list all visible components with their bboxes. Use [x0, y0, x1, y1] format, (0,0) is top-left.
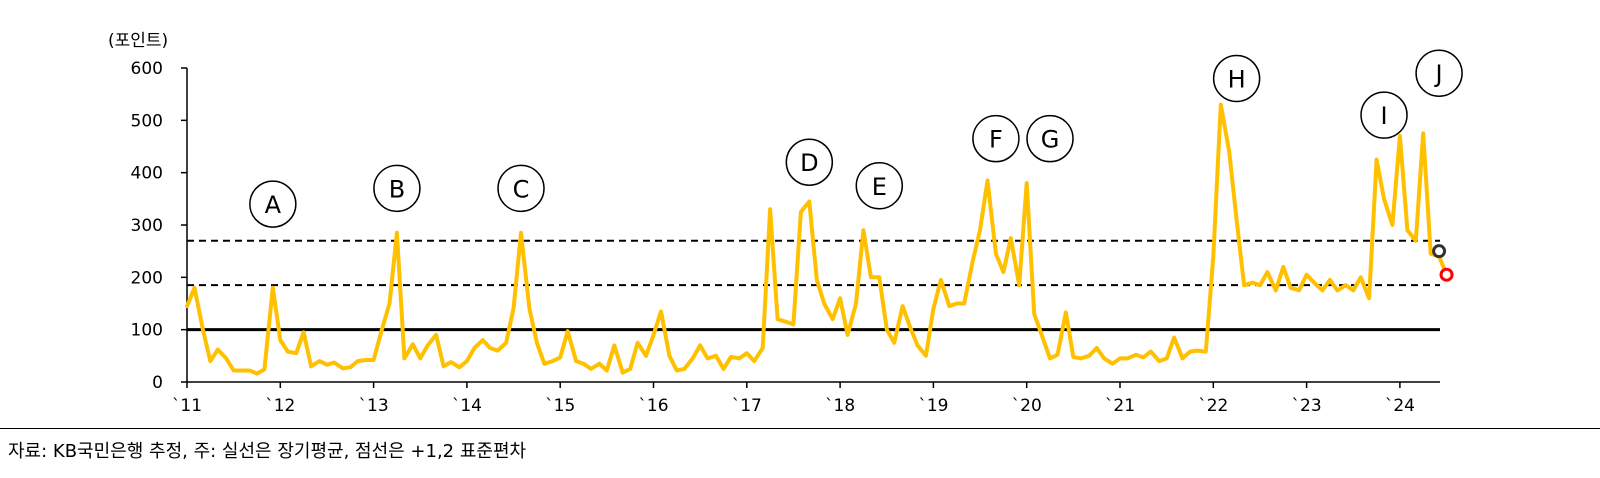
- y-tick-label: 200: [131, 268, 163, 288]
- annotation-circle: [373, 164, 421, 213]
- x-tick-label: `12: [265, 396, 295, 416]
- annotation-label: A: [265, 191, 282, 219]
- series-layer: [185, 102, 1454, 376]
- bottom-divider: [0, 428, 1600, 429]
- x-tick-label: `15: [545, 396, 575, 416]
- y-tick-label: 100: [131, 321, 163, 341]
- annotation-circle: [972, 114, 1020, 163]
- annotation-c: C: [497, 164, 545, 213]
- annotation-label: F: [989, 126, 1003, 154]
- annotation-label: H: [1228, 65, 1246, 93]
- x-axis: `11 `12 `13 `14 `15 `16 `17 `18 `19 `20 `21 `22 `23 `…: [172, 381, 1440, 416]
- annotation-h: H: [1212, 54, 1261, 103]
- y-unit-label: (포인트): [108, 31, 168, 51]
- x-tick-label: `17: [732, 396, 762, 416]
- annotation-label: E: [872, 173, 887, 201]
- annotation-f: F: [972, 114, 1020, 163]
- y-tick-label: 500: [131, 111, 163, 131]
- annotation-label: B: [389, 175, 405, 203]
- end-marker-1: [1432, 244, 1447, 259]
- x-tick-label: `14: [452, 396, 482, 416]
- y-tick-label: 0: [152, 373, 163, 393]
- x-tick-label: `18: [825, 396, 855, 416]
- annotation-e: E: [855, 162, 904, 210]
- annotation-circle: [855, 162, 904, 210]
- annotation-circle: [1212, 54, 1261, 103]
- x-tick-label: `24: [1385, 396, 1415, 416]
- annotation-label: G: [1041, 126, 1060, 154]
- annotation-i: I: [1360, 91, 1408, 139]
- x-tick-label: `23: [1292, 396, 1322, 416]
- annotation-label: D: [800, 149, 818, 177]
- annotation-j: J: [1415, 49, 1463, 97]
- x-tick-label: `11: [172, 396, 202, 416]
- annotation-label: I: [1380, 102, 1387, 130]
- annotation-label: J: [1434, 60, 1443, 88]
- y-tick-label: 400: [131, 164, 163, 184]
- y-axis: 0 100 200 300 400 500 600: [131, 59, 188, 393]
- annotation-a: A: [249, 180, 297, 228]
- annotation-label: C: [513, 175, 530, 203]
- annotation-circle: [249, 180, 297, 228]
- x-tick-label: `13: [359, 396, 389, 416]
- source-note: 자료: KB국민은행 추정, 주: 실선은 장기평균, 점선은 +1,2 표준편…: [8, 441, 527, 462]
- x-tick-label: `22: [1198, 396, 1228, 416]
- x-tick-label: `19: [918, 396, 948, 416]
- annotation-layer: A B C D E F G H I J: [249, 49, 1463, 228]
- annotation-circle: [1415, 49, 1463, 97]
- annotation-g: G: [1026, 114, 1074, 163]
- series-line: [185, 102, 1449, 376]
- x-tick-label: `20: [1012, 396, 1042, 416]
- x-tick-label: `21: [1105, 396, 1135, 416]
- annotation-circle: [785, 138, 834, 186]
- annotation-d: D: [785, 138, 834, 186]
- x-tick-label: `16: [638, 396, 668, 416]
- annotation-circle: [1026, 114, 1074, 163]
- y-tick-label: 600: [131, 59, 163, 79]
- annotation-b: B: [373, 164, 421, 213]
- annotation-circle: [1360, 91, 1408, 139]
- annotation-circle: [497, 164, 545, 213]
- y-tick-label: 300: [131, 216, 163, 236]
- end-marker-2: [1439, 267, 1454, 282]
